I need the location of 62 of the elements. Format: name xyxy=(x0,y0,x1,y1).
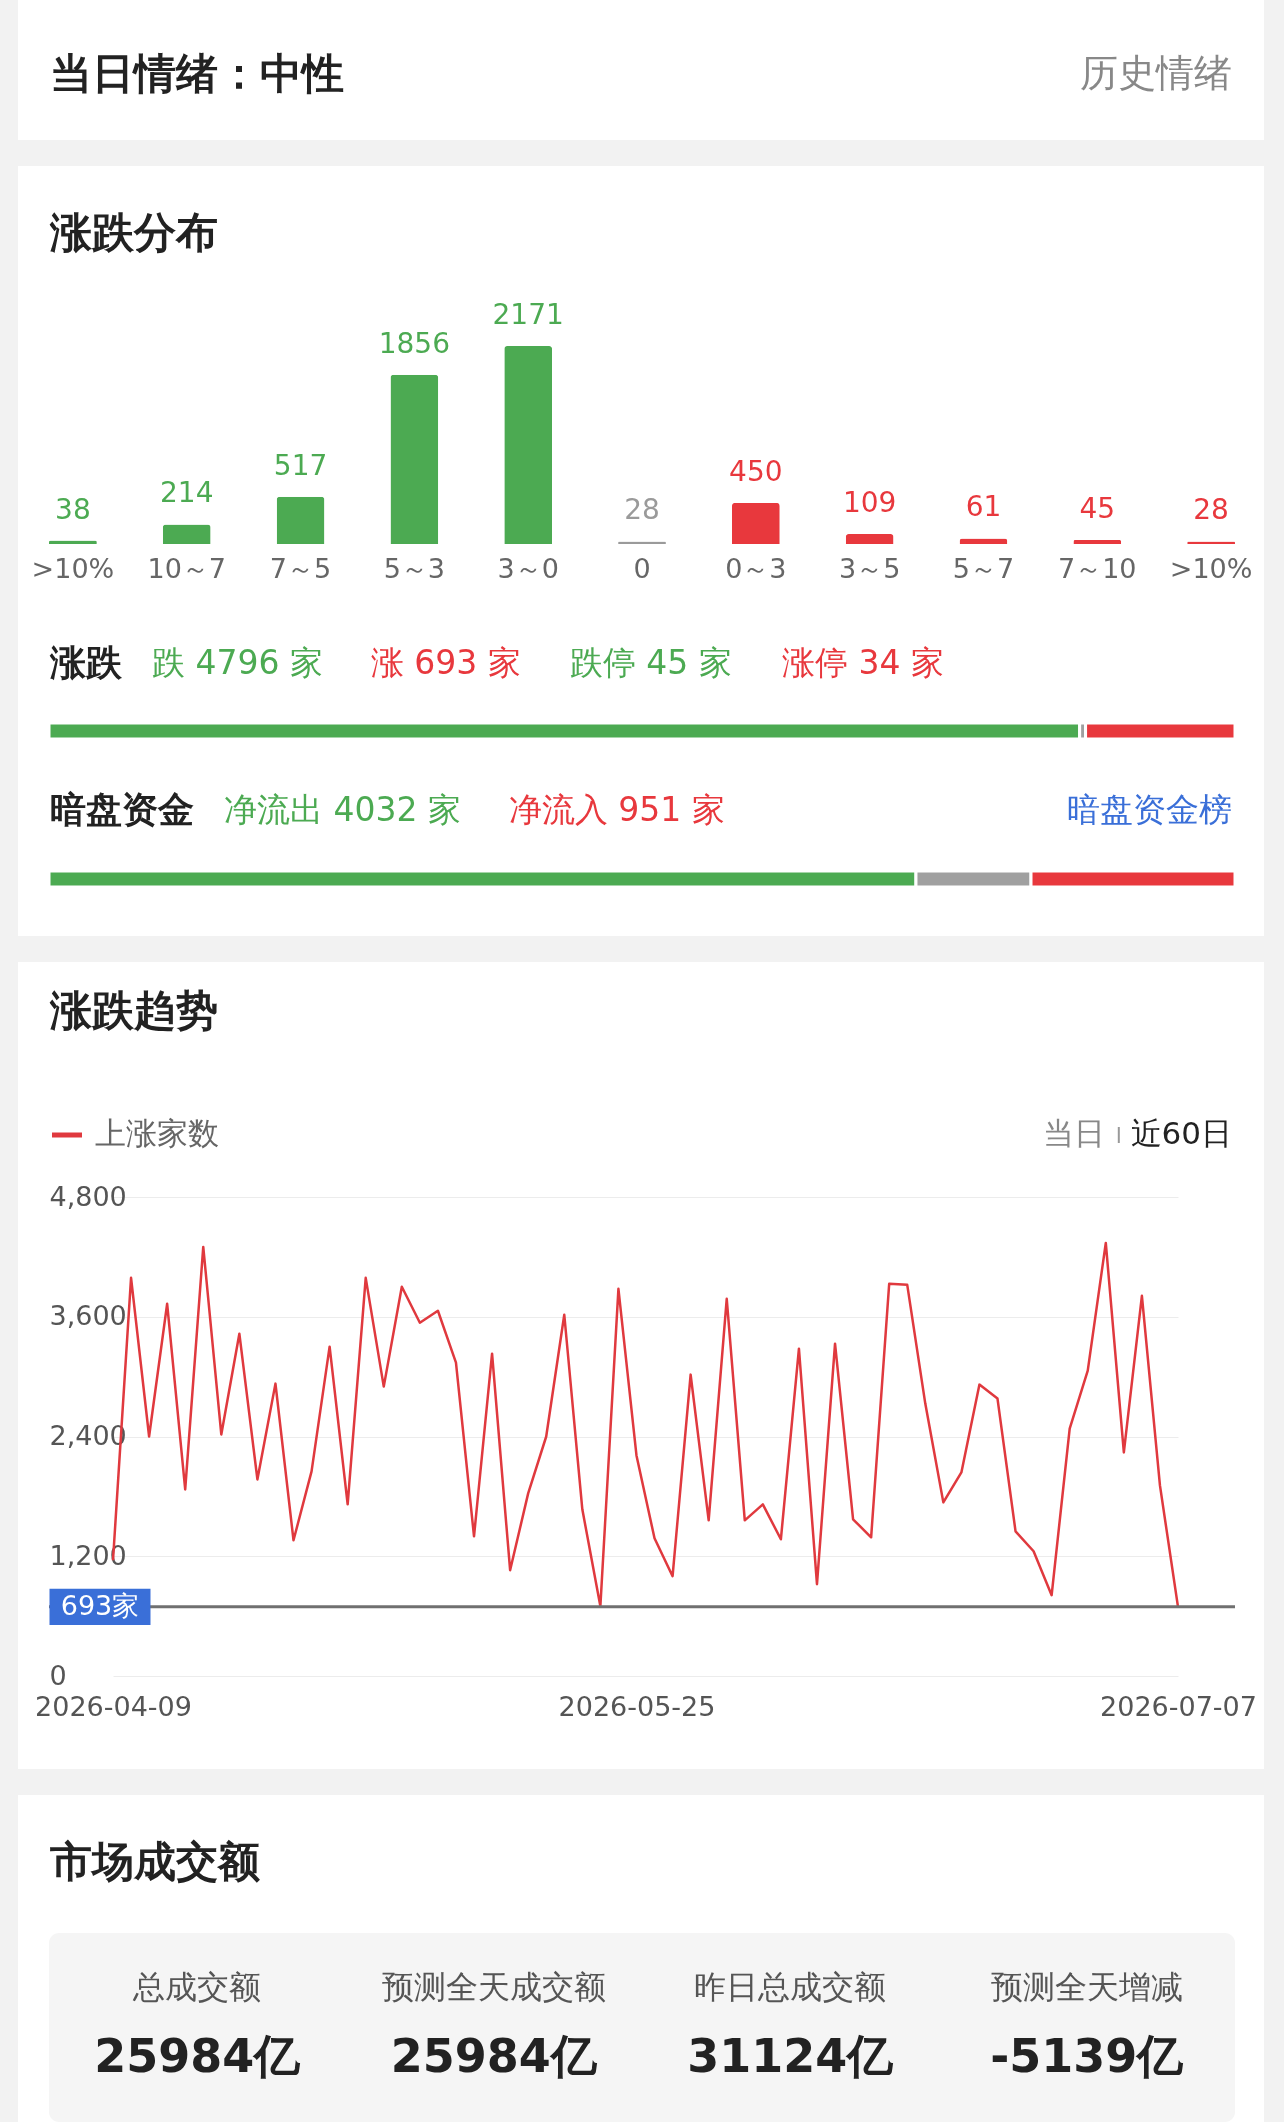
x-tick-label: 0～3 xyxy=(725,552,787,584)
category-label: 预测全天成交额 xyxy=(381,1968,606,2006)
bar xyxy=(845,534,894,544)
x-tick-label: 2026-04-09 xyxy=(35,1690,192,1722)
data-label: 2171 xyxy=(492,298,564,331)
y-tick-label: 3,600 xyxy=(49,1300,127,1332)
category-label: 预测全天增减 xyxy=(990,1968,1183,2006)
data-label: 450 xyxy=(729,454,783,488)
text: 25984亿 xyxy=(390,2029,597,2083)
bar xyxy=(276,496,325,544)
chart-title: 涨跌分布 xyxy=(49,208,218,257)
x-tick-label: 7～5 xyxy=(269,552,332,584)
y-tick-label: 4,800 xyxy=(49,1180,127,1212)
x-tick-label: 2026-05-25 xyxy=(558,1690,716,1722)
x-tick-label: 3～5 xyxy=(838,552,901,584)
data-label: 1856 xyxy=(378,326,450,360)
text: 25984亿 xyxy=(94,2029,301,2083)
text: 当日 xyxy=(1042,1115,1105,1151)
x-tick-label: 5～7 xyxy=(952,552,1015,584)
chart-title: 暗盘资金 xyxy=(50,789,194,830)
text: 当日情绪：中性 xyxy=(50,49,344,98)
text: 31124亿 xyxy=(687,2029,894,2083)
x-tick-label: >10% xyxy=(31,552,115,584)
data-label: 28 xyxy=(624,493,660,527)
text: 近60日 xyxy=(1130,1115,1232,1151)
ref-line-label: 693家 xyxy=(60,1589,140,1621)
data-label: 45 xyxy=(1079,491,1116,525)
x-tick-label: 3～0 xyxy=(497,552,559,584)
x-tick-label: >10% xyxy=(1169,552,1253,584)
bar xyxy=(504,346,553,544)
category-label: 昨日总成交额 xyxy=(694,1968,887,2006)
x-tick-label: 0 xyxy=(633,552,651,584)
text: 市场成交额 xyxy=(49,1837,260,1886)
chart-title: 涨跌趋势 xyxy=(49,986,218,1035)
text: 历史情绪 xyxy=(1080,51,1232,95)
x-tick-label: 2026-07-07 xyxy=(1100,1690,1257,1722)
text: 涨停 34 家 xyxy=(782,643,944,682)
data-label: 214 xyxy=(160,476,214,510)
bar xyxy=(162,524,211,544)
text: 暗盘资金榜 xyxy=(1067,790,1232,829)
bar xyxy=(1073,539,1122,544)
text: 涨 693 家 xyxy=(370,643,521,682)
y-tick-label: 1,200 xyxy=(49,1539,127,1571)
data-label: 517 xyxy=(273,448,328,482)
x-tick-label: 7～10 xyxy=(1058,552,1137,584)
text: 跌 4796 家 xyxy=(152,643,323,682)
text: 净流出 4032 家 xyxy=(224,790,461,829)
text: 净流入 951 家 xyxy=(508,790,725,829)
x-tick-label: 10～7 xyxy=(147,552,226,584)
x-tick-label: 5～3 xyxy=(383,552,446,584)
y-tick-label: 0 xyxy=(49,1659,67,1691)
text: 跌停 45 家 xyxy=(569,643,732,682)
data-label: 109 xyxy=(842,486,897,520)
chart-title: 涨跌 xyxy=(49,642,123,683)
text: -5139亿 xyxy=(990,2029,1184,2083)
category-label: 总成交额 xyxy=(132,1968,262,2006)
data-label: 28 xyxy=(1193,493,1229,527)
data-label: 61 xyxy=(965,490,1002,524)
data-label: 38 xyxy=(55,492,91,526)
legend-label: 上涨家数 xyxy=(95,1115,219,1151)
bar xyxy=(731,502,780,544)
bar xyxy=(390,374,439,544)
